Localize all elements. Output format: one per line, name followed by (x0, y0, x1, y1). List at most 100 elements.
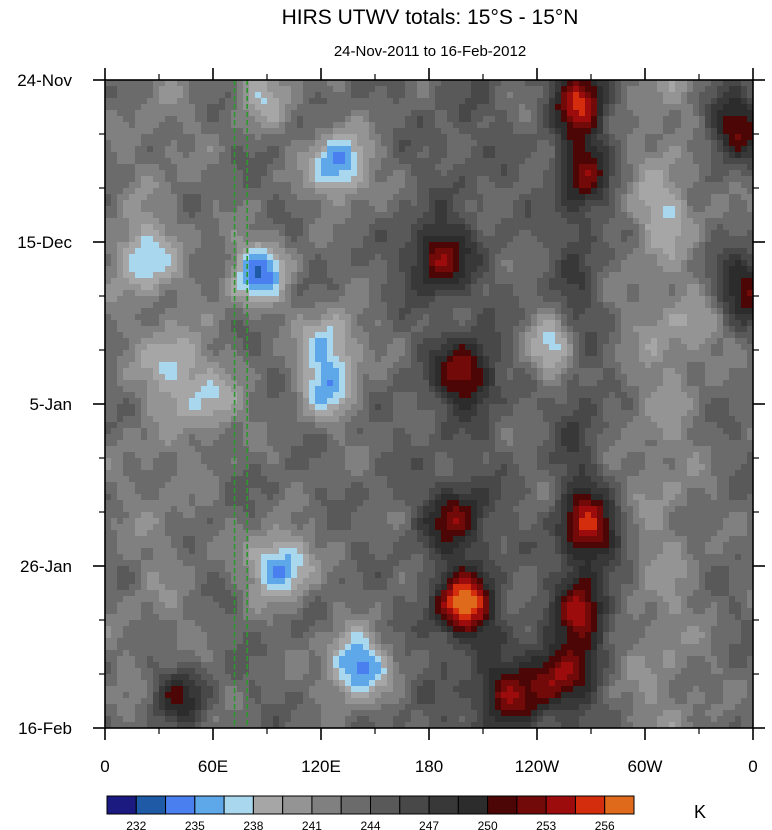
heatmap-cell (471, 188, 478, 195)
heatmap-cell (501, 290, 508, 297)
heatmap-cell (147, 296, 154, 303)
heatmap-cell (495, 92, 502, 99)
heatmap-cell (207, 182, 214, 189)
heatmap-cell (519, 110, 526, 117)
heatmap-cell (153, 212, 160, 219)
heatmap-cell (291, 170, 298, 177)
heatmap-cell (189, 134, 196, 141)
heatmap-cell (165, 140, 172, 147)
heatmap-cell (585, 266, 592, 273)
heatmap-cell (165, 272, 172, 279)
heatmap-cell (657, 140, 664, 147)
heatmap-cell (135, 302, 142, 309)
heatmap-cell (237, 170, 244, 177)
heatmap-cell (537, 86, 544, 93)
heatmap-cell (531, 182, 538, 189)
heatmap-cell (117, 230, 124, 237)
heatmap-cell (519, 338, 526, 345)
heatmap-cell (291, 92, 298, 99)
heatmap-cell (711, 110, 718, 117)
heatmap-cell (531, 98, 538, 105)
heatmap-cell (405, 176, 412, 183)
heatmap-cell (267, 164, 274, 171)
heatmap-cell (105, 236, 112, 243)
heatmap-cell (423, 230, 430, 237)
heatmap-cell (243, 134, 250, 141)
heatmap-cell (729, 260, 736, 267)
heatmap-cell (633, 278, 640, 285)
heatmap-cell (507, 140, 514, 147)
heatmap-cell (477, 272, 484, 279)
heatmap-cell (513, 182, 520, 189)
heatmap-cell (489, 266, 496, 273)
heatmap-cell (399, 146, 406, 153)
heatmap-cell (723, 302, 730, 309)
heatmap-cell (525, 290, 532, 297)
heatmap-cell (183, 332, 190, 339)
heatmap-cell (465, 110, 472, 117)
heatmap-cell (357, 326, 364, 333)
heatmap-cell (297, 164, 304, 171)
heatmap-cell (123, 230, 130, 237)
heatmap-cell (207, 284, 214, 291)
heatmap-cell (657, 110, 664, 117)
heatmap-cell (345, 326, 352, 333)
heatmap-cell (189, 158, 196, 165)
heatmap-cell (681, 146, 688, 153)
heatmap-cell (543, 308, 550, 315)
heatmap-cell (273, 188, 280, 195)
heatmap-cell (141, 170, 148, 177)
heatmap-cell (111, 122, 118, 129)
heatmap-cell (357, 344, 364, 351)
heatmap-cell (477, 302, 484, 309)
heatmap-cell (633, 92, 640, 99)
heatmap-cell (519, 266, 526, 273)
heatmap-cell (375, 284, 382, 291)
heatmap-cell (513, 326, 520, 333)
heatmap-cell (213, 308, 220, 315)
heatmap-cell (429, 170, 436, 177)
heatmap-cell (717, 218, 724, 225)
heatmap-cell (741, 218, 748, 225)
heatmap-cell (441, 254, 448, 261)
heatmap-cell (627, 338, 634, 345)
heatmap-cell (687, 134, 694, 141)
heatmap-cell (285, 170, 292, 177)
heatmap-cell (345, 134, 352, 141)
heatmap-cell (261, 248, 268, 255)
heatmap-cell (147, 152, 154, 159)
heatmap-cell (429, 242, 436, 249)
heatmap-cell (417, 326, 424, 333)
heatmap-cell (207, 128, 214, 135)
heatmap-cell (711, 80, 718, 87)
heatmap-cell (549, 224, 556, 231)
heatmap-cell (219, 194, 226, 201)
heatmap-cell (735, 164, 742, 171)
heatmap-cell (195, 278, 202, 285)
heatmap-cell (207, 134, 214, 141)
heatmap-cell (543, 344, 550, 351)
heatmap-cell (441, 110, 448, 117)
heatmap-cell (735, 272, 742, 279)
heatmap-cell (279, 86, 286, 93)
heatmap-cell (651, 224, 658, 231)
heatmap-cell (645, 332, 652, 339)
heatmap-cell (159, 92, 166, 99)
heatmap-cell (171, 272, 178, 279)
heatmap-cell (351, 194, 358, 201)
heatmap-cell (471, 326, 478, 333)
heatmap-cell (579, 212, 586, 219)
heatmap-cell (165, 296, 172, 303)
heatmap-cell (573, 302, 580, 309)
heatmap-cell (735, 194, 742, 201)
heatmap-cell (147, 170, 154, 177)
heatmap-cell (543, 266, 550, 273)
heatmap-cell (621, 110, 628, 117)
heatmap-cell (369, 92, 376, 99)
heatmap-cell (633, 164, 640, 171)
heatmap-cell (651, 188, 658, 195)
heatmap-cell (411, 128, 418, 135)
heatmap-cell (537, 182, 544, 189)
heatmap-cell (699, 278, 706, 285)
heatmap-cell (123, 98, 130, 105)
